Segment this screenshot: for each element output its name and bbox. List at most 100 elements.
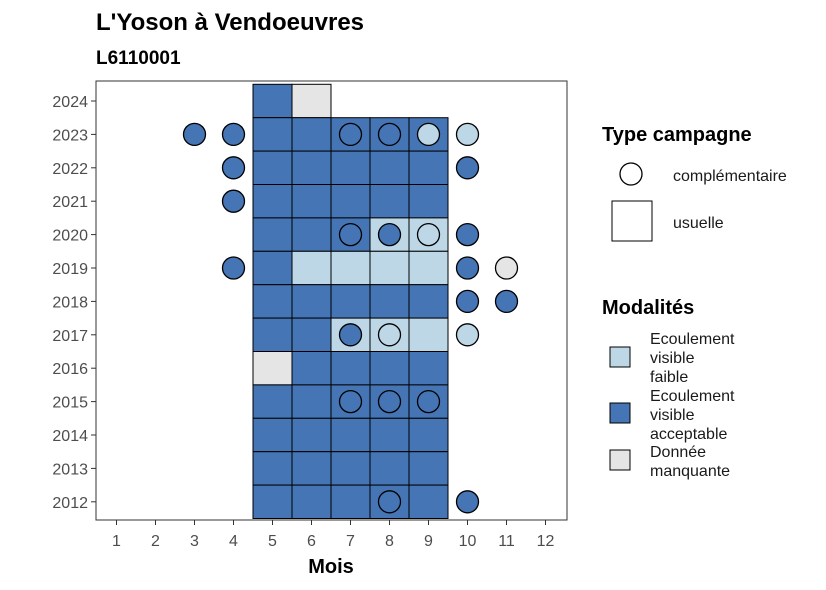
usuelle-tile <box>369 351 410 386</box>
complementaire-point <box>416 222 441 247</box>
usuelle-tile <box>369 250 410 286</box>
usuelle-tile <box>252 83 293 119</box>
usuelle-tile <box>291 150 332 186</box>
usuelle-tile <box>252 184 293 219</box>
complementaire-point <box>377 389 402 414</box>
usuelle-tile <box>369 284 410 319</box>
usuelle-tiles <box>252 83 449 520</box>
x-tick-label: 4 <box>229 533 238 550</box>
legend-key-acceptable <box>609 402 631 424</box>
y-tick-label: 2012 <box>52 495 88 512</box>
complementaire-point <box>338 122 363 147</box>
complementaire-point <box>455 156 480 180</box>
y-tick-label: 2023 <box>52 127 88 144</box>
legend-key-faible <box>609 346 631 368</box>
legend-type-title: Type campagne <box>602 124 752 146</box>
y-tick-label: 2016 <box>52 361 88 378</box>
x-axis-title: Mois <box>308 556 354 578</box>
complementaire-point <box>377 323 402 347</box>
usuelle-tile <box>408 184 449 219</box>
usuelle-tile <box>291 284 332 319</box>
y-axis: 2012 2013 2014 2015 2016 2017 2018 2019 2020 2021… <box>52 94 96 512</box>
usuelle-tile <box>291 184 332 219</box>
usuelle-tile <box>252 317 293 353</box>
usuelle-tile <box>408 317 449 353</box>
legend-key-manquante <box>609 449 631 471</box>
complementaire-point <box>221 256 246 280</box>
complementaire-point <box>494 289 519 314</box>
complementaire-point <box>377 490 402 514</box>
usuelle-tile <box>330 184 371 219</box>
complementaire-point <box>455 122 480 147</box>
complementaire-point <box>338 323 363 347</box>
y-tick-label: 2014 <box>52 428 88 445</box>
legend-modalites-title: Modalités <box>602 297 694 319</box>
usuelle-tile <box>369 150 410 186</box>
y-tick-label: 2021 <box>52 194 88 211</box>
usuelle-tile <box>330 250 371 286</box>
usuelle-tile <box>252 117 293 152</box>
x-tick-label: 3 <box>190 533 199 550</box>
usuelle-tile <box>291 83 332 119</box>
x-tick-label: 10 <box>459 533 477 550</box>
complementaire-point <box>455 289 480 314</box>
usuelle-tile <box>291 417 332 453</box>
usuelle-tile <box>291 351 332 386</box>
complementaire-point <box>455 222 480 247</box>
usuelle-tile <box>252 351 293 386</box>
complementaire-point <box>338 222 363 247</box>
x-tick-label: 12 <box>537 533 555 550</box>
usuelle-tile <box>369 184 410 219</box>
usuelle-tile <box>252 217 293 252</box>
complementaire-point <box>455 323 480 347</box>
usuelle-tile <box>330 284 371 319</box>
legend-modalites: Modalités Ecoulement visible faibleEcoulem… <box>602 297 735 480</box>
complementaire-point <box>221 156 246 180</box>
legend-key-square <box>611 200 653 242</box>
legend-label-acceptable: Ecoulement visible acceptable <box>650 388 735 443</box>
y-tick-label: 2020 <box>52 228 88 245</box>
usuelle-tile <box>408 351 449 386</box>
complementaire-point <box>494 256 519 280</box>
usuelle-tile <box>252 451 293 486</box>
complementaire-point <box>377 222 402 247</box>
y-tick-label: 2024 <box>52 94 88 111</box>
usuelle-tile <box>291 250 332 286</box>
chart-subtitle: L6110001 <box>96 48 181 69</box>
usuelle-tile <box>330 351 371 386</box>
x-tick-label: 6 <box>307 533 316 550</box>
y-tick-label: 2018 <box>52 294 88 311</box>
legend-key-circle <box>619 162 643 186</box>
complementaire-point <box>377 122 402 147</box>
usuelle-tile <box>291 117 332 152</box>
y-tick-label: 2022 <box>52 161 88 178</box>
usuelle-tile <box>252 250 293 286</box>
usuelle-tile <box>408 451 449 486</box>
usuelle-tile <box>330 451 371 486</box>
x-axis: 1 2 3 4 5 6 7 8 9 10 11 12 <box>112 520 555 550</box>
complementaire-point <box>455 256 480 280</box>
usuelle-tile <box>369 417 410 453</box>
usuelle-tile <box>291 217 332 252</box>
y-tick-label: 2013 <box>52 461 88 478</box>
complementaire-point <box>182 122 207 147</box>
usuelle-tile <box>408 250 449 286</box>
usuelle-tile <box>369 451 410 486</box>
legend-label-complementaire: complémentaire <box>673 168 787 185</box>
usuelle-tile <box>291 317 332 353</box>
x-tick-label: 5 <box>268 533 277 550</box>
usuelle-tile <box>252 150 293 186</box>
usuelle-tile <box>408 284 449 319</box>
usuelle-tile <box>291 384 332 419</box>
complementaire-points <box>182 122 519 514</box>
chart-title: L'Yoson à Vendoeuvres <box>96 9 364 36</box>
y-tick-label: 2019 <box>52 261 88 278</box>
usuelle-tile <box>330 417 371 453</box>
usuelle-tile <box>252 284 293 319</box>
x-tick-label: 7 <box>346 533 355 550</box>
complementaire-point <box>416 122 441 147</box>
legend-type-campagne: Type campagne complémentaire usuelle <box>602 124 787 242</box>
usuelle-tile <box>252 417 293 453</box>
legend-label-usuelle: usuelle <box>673 215 724 232</box>
